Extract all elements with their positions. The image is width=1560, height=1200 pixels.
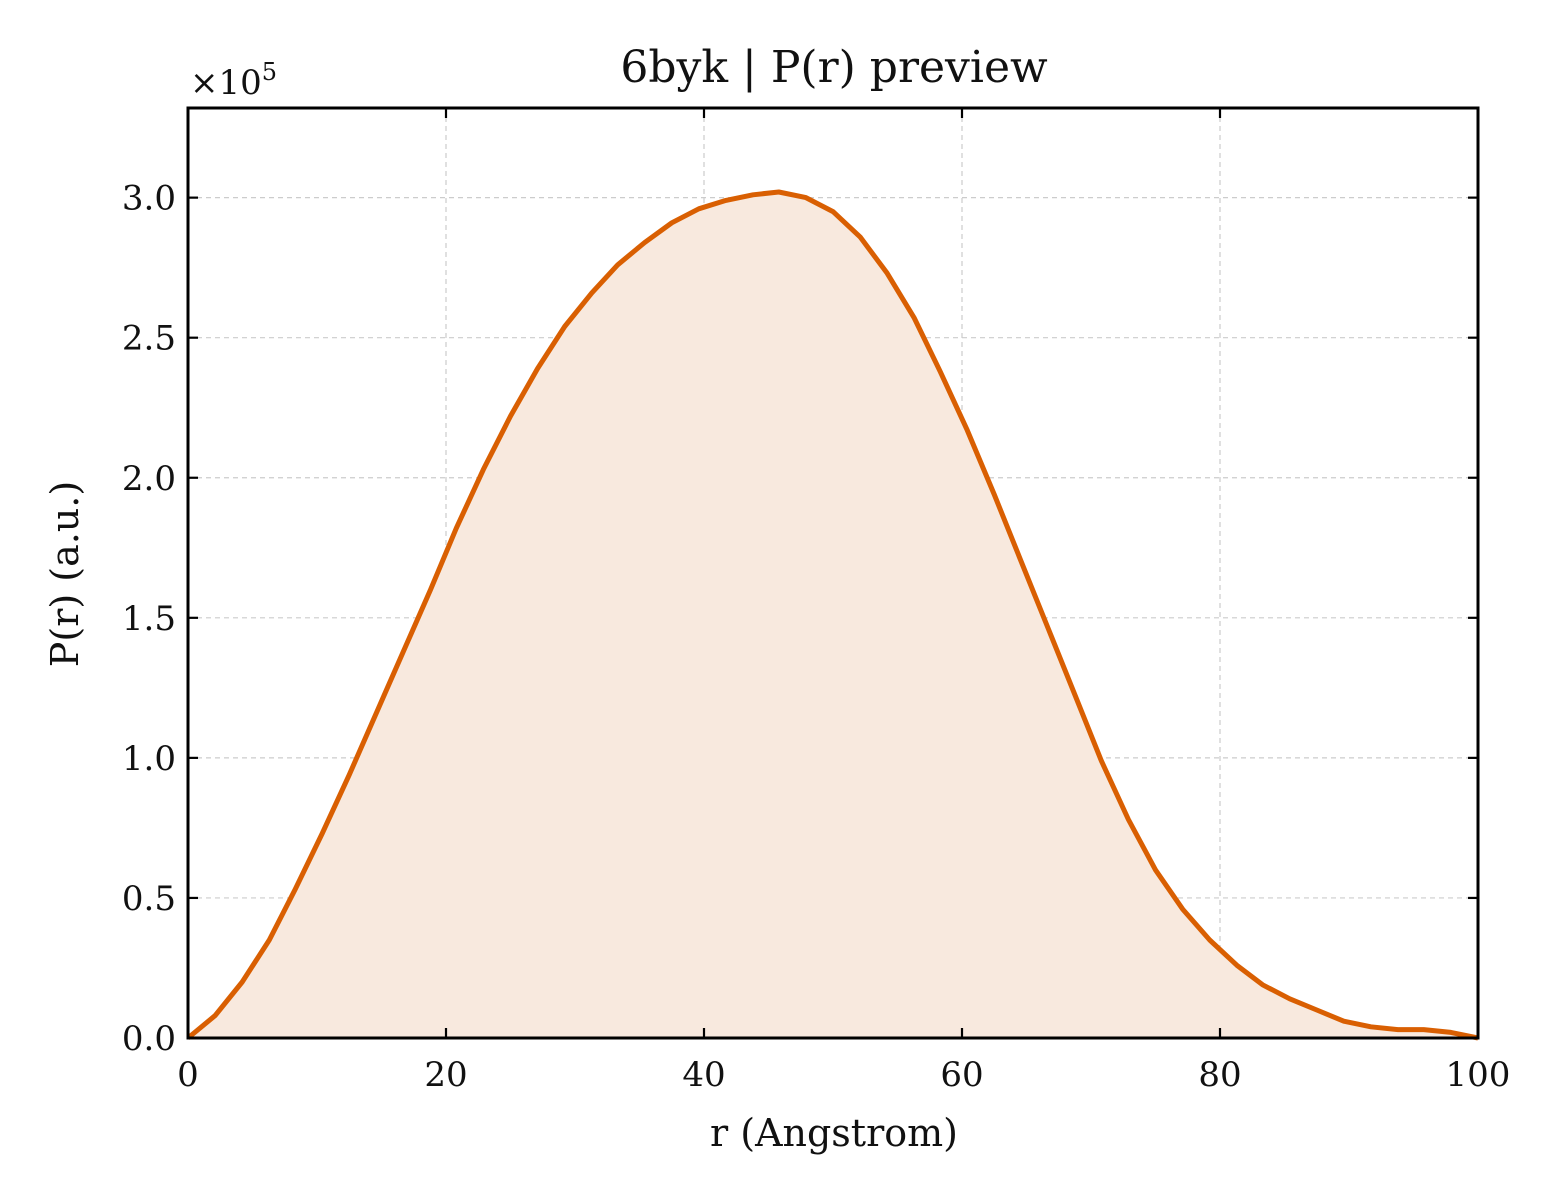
plot-area [186, 189, 1479, 1041]
y-scale-offset: ×105 [190, 58, 277, 103]
plot-frame [186, 106, 1480, 1040]
x-tick-label: 100 [1446, 1055, 1511, 1095]
y-scale-exponent: 5 [262, 58, 277, 86]
y-tick-label: 1.5 [122, 599, 176, 639]
y-axis-label: P(r) (a.u.) [43, 481, 87, 667]
x-tick-label: 0 [177, 1055, 199, 1095]
series-fill-area [188, 192, 1478, 1038]
x-tick-label: 80 [1198, 1055, 1241, 1095]
y-tick-label: 0.0 [122, 1019, 176, 1059]
y-tick-label: 2.0 [122, 459, 176, 499]
series-line [186, 189, 1479, 1041]
x-tick-label: 40 [682, 1055, 725, 1095]
y-scale-multiplier: ×10 [190, 63, 262, 103]
y-tick-label: 3.0 [122, 179, 176, 219]
y-tick-label: 0.5 [122, 879, 176, 919]
y-tick-label: 1.0 [122, 739, 176, 779]
x-tick-label: 60 [940, 1055, 983, 1095]
chart-title: 6byk | P(r) preview [620, 42, 1048, 93]
x-tick-label: 20 [424, 1055, 467, 1095]
axes: 0 20 40 60 80 100 0.0 0.5 1.0 1.5 2.0 2.5 3.0 [122, 106, 1511, 1095]
y-tick-label: 2.5 [122, 319, 176, 359]
x-axis-label: r (Angstrom) [710, 1111, 958, 1155]
